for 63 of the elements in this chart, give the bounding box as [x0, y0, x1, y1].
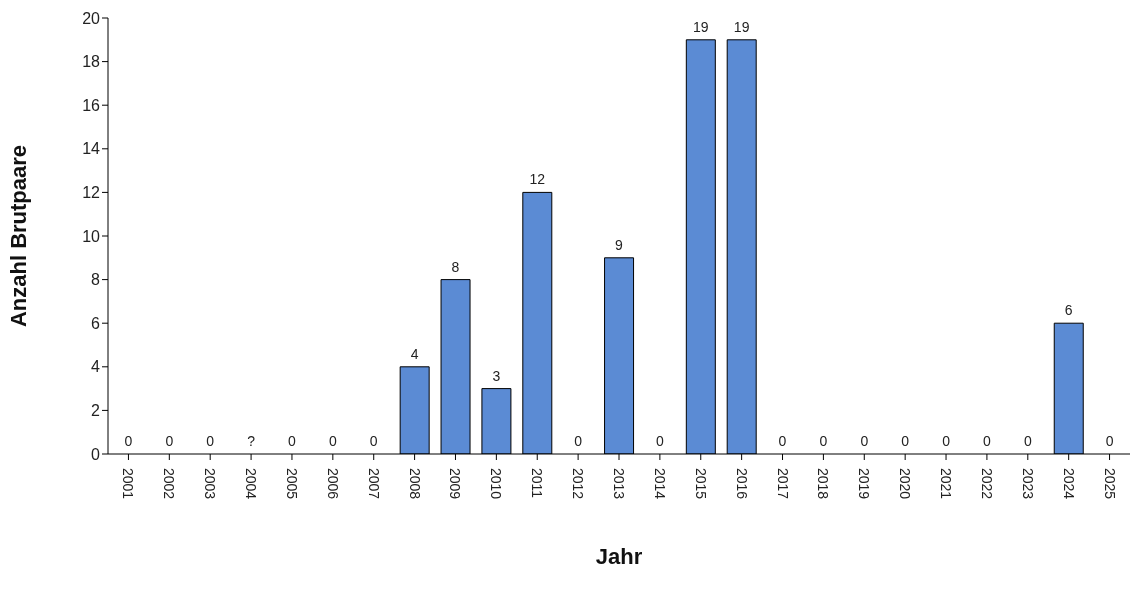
x-tick-label: 2002 — [161, 468, 178, 500]
data-label: 0 — [655, 433, 664, 449]
x-tick-label: 2020 — [897, 468, 914, 500]
x-tick-label: 2022 — [978, 468, 995, 500]
y-tick-label: 20 — [82, 9, 101, 27]
x-tick-label: 2009 — [447, 468, 464, 500]
data-label: 0 — [328, 433, 337, 449]
data-label: 4 — [410, 345, 419, 362]
y-tick-label: 8 — [91, 271, 101, 289]
data-label: 0 — [1105, 433, 1114, 449]
y-tick-label: 10 — [82, 227, 101, 245]
x-tick-label: 2001 — [120, 468, 137, 500]
y-tick-label: 2 — [91, 402, 101, 420]
y-tick-label: 4 — [91, 358, 101, 376]
data-label: 0 — [1023, 433, 1032, 449]
data-label: 0 — [165, 433, 174, 449]
x-tick-label: 2021 — [938, 468, 955, 500]
y-tick-label: 18 — [82, 53, 101, 71]
data-label: 0 — [369, 433, 378, 449]
data-label: 19 — [733, 18, 750, 35]
data-label: 9 — [615, 236, 624, 253]
x-tick-label: 2016 — [733, 468, 750, 500]
x-tick-label: 2003 — [202, 468, 219, 500]
y-axis-title: Anzahl Brutpaare — [5, 144, 31, 328]
data-label: 0 — [860, 433, 869, 449]
x-tick-label: 2013 — [611, 468, 627, 500]
data-label: 0 — [124, 433, 133, 449]
x-tick-label: 2011 — [529, 468, 546, 499]
data-label: 0 — [819, 433, 828, 449]
x-tick-label: 2025 — [1101, 468, 1118, 500]
x-tick-label: 2007 — [365, 468, 382, 500]
x-tick-label: 2004 — [243, 468, 260, 500]
x-tick-label: 2015 — [692, 468, 709, 500]
data-label: 12 — [529, 171, 546, 188]
data-label: 0 — [901, 433, 910, 449]
data-label: 19 — [692, 18, 709, 35]
x-tick-label: 2010 — [488, 468, 505, 500]
x-tick-label: 2019 — [856, 468, 873, 500]
data-label: 0 — [942, 433, 951, 449]
x-tick-label: 2014 — [651, 468, 668, 500]
y-tick-label: 6 — [91, 314, 101, 332]
y-tick-label: 16 — [82, 96, 101, 114]
data-label: 6 — [1064, 302, 1073, 319]
data-label: 0 — [574, 433, 583, 449]
x-tick-label: 2018 — [815, 468, 832, 500]
data-label: 0 — [206, 433, 215, 449]
x-tick-label: 2006 — [324, 468, 341, 500]
x-tick-label: 2008 — [406, 468, 423, 500]
x-tick-label: 2012 — [570, 468, 587, 500]
y-tick-label: 14 — [82, 140, 101, 158]
text: ? — [247, 433, 255, 449]
data-label: 0 — [778, 433, 787, 449]
data-label: 0 — [983, 433, 992, 449]
y-tick-label: 12 — [82, 184, 101, 202]
y-tick-label: 0 — [91, 445, 101, 463]
data-label: 3 — [492, 367, 501, 384]
data-label: 0 — [288, 433, 297, 449]
x-tick-label: 2005 — [283, 468, 300, 500]
x-axis-title: Jahr — [595, 544, 643, 569]
data-label: 8 — [451, 258, 460, 275]
x-tick-label: 2024 — [1060, 468, 1077, 500]
x-tick-label: 2023 — [1019, 468, 1036, 500]
x-tick-label: 2017 — [774, 468, 791, 500]
